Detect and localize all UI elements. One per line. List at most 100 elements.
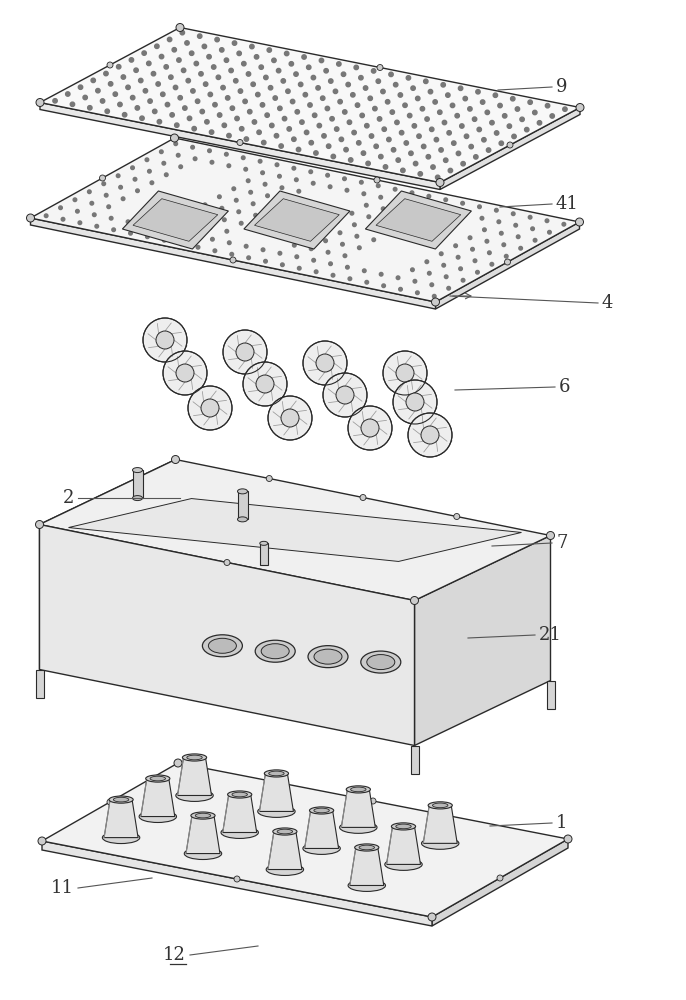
Circle shape — [260, 103, 265, 107]
Circle shape — [550, 114, 554, 118]
Circle shape — [365, 280, 368, 284]
Polygon shape — [386, 826, 421, 864]
Circle shape — [456, 151, 461, 156]
Circle shape — [171, 134, 178, 142]
Circle shape — [436, 175, 440, 180]
Circle shape — [425, 117, 429, 121]
Circle shape — [250, 44, 254, 49]
Polygon shape — [259, 773, 294, 811]
Circle shape — [233, 41, 237, 45]
Circle shape — [343, 254, 346, 258]
Text: 4: 4 — [602, 294, 613, 312]
Polygon shape — [141, 779, 175, 817]
Circle shape — [389, 72, 393, 77]
Circle shape — [365, 124, 369, 128]
Circle shape — [414, 161, 418, 166]
Circle shape — [433, 100, 438, 104]
Circle shape — [289, 62, 294, 66]
Circle shape — [545, 103, 549, 108]
Circle shape — [528, 100, 532, 104]
Circle shape — [134, 68, 139, 72]
Ellipse shape — [346, 786, 370, 793]
Circle shape — [226, 96, 230, 100]
Circle shape — [287, 127, 292, 131]
Ellipse shape — [340, 821, 377, 833]
Ellipse shape — [113, 797, 129, 802]
Circle shape — [381, 89, 385, 94]
Circle shape — [495, 208, 498, 212]
Circle shape — [176, 23, 184, 31]
Circle shape — [249, 190, 252, 194]
Circle shape — [329, 185, 332, 189]
Circle shape — [396, 199, 399, 203]
Circle shape — [66, 92, 70, 96]
Circle shape — [165, 102, 169, 107]
Circle shape — [194, 61, 198, 66]
Ellipse shape — [202, 635, 242, 657]
Circle shape — [369, 134, 374, 138]
Circle shape — [372, 106, 377, 111]
Circle shape — [217, 113, 222, 117]
Circle shape — [222, 123, 226, 128]
Polygon shape — [414, 536, 550, 746]
Circle shape — [162, 161, 165, 165]
Circle shape — [327, 144, 331, 148]
Circle shape — [338, 231, 342, 235]
Circle shape — [161, 92, 165, 96]
Circle shape — [286, 89, 290, 93]
Circle shape — [220, 48, 224, 52]
Polygon shape — [260, 543, 268, 565]
Circle shape — [160, 227, 163, 231]
Polygon shape — [36, 670, 43, 698]
Circle shape — [374, 177, 380, 183]
Circle shape — [482, 138, 486, 142]
Circle shape — [427, 194, 431, 198]
Circle shape — [398, 93, 403, 97]
Ellipse shape — [269, 771, 284, 776]
Circle shape — [382, 284, 386, 288]
Circle shape — [430, 283, 434, 287]
Circle shape — [278, 251, 282, 255]
Circle shape — [469, 236, 472, 240]
Circle shape — [361, 419, 379, 437]
Circle shape — [480, 100, 485, 104]
Circle shape — [251, 82, 255, 86]
Circle shape — [512, 134, 517, 139]
Circle shape — [510, 97, 515, 101]
Circle shape — [273, 96, 277, 100]
Circle shape — [445, 275, 448, 279]
Circle shape — [189, 211, 192, 215]
Circle shape — [130, 95, 135, 100]
Circle shape — [324, 239, 327, 243]
Circle shape — [268, 86, 273, 90]
Circle shape — [230, 252, 233, 256]
Polygon shape — [305, 810, 339, 848]
Circle shape — [390, 110, 394, 114]
Circle shape — [259, 159, 262, 163]
Circle shape — [193, 234, 198, 238]
Circle shape — [296, 147, 300, 152]
Circle shape — [425, 260, 429, 264]
Circle shape — [335, 127, 339, 131]
Circle shape — [178, 96, 182, 100]
Circle shape — [460, 124, 464, 128]
Circle shape — [370, 798, 376, 804]
Circle shape — [346, 82, 351, 87]
Circle shape — [131, 166, 134, 170]
Circle shape — [503, 114, 507, 118]
Circle shape — [302, 55, 306, 59]
Circle shape — [547, 230, 552, 234]
Circle shape — [156, 331, 174, 349]
Circle shape — [421, 107, 425, 111]
Circle shape — [186, 78, 191, 83]
Polygon shape — [366, 191, 471, 249]
Circle shape — [294, 72, 298, 76]
Circle shape — [384, 218, 388, 222]
Circle shape — [347, 120, 352, 124]
Circle shape — [447, 286, 451, 290]
Circle shape — [88, 106, 92, 110]
Circle shape — [327, 250, 330, 254]
Circle shape — [427, 271, 431, 275]
Circle shape — [283, 197, 286, 201]
Circle shape — [429, 206, 433, 210]
